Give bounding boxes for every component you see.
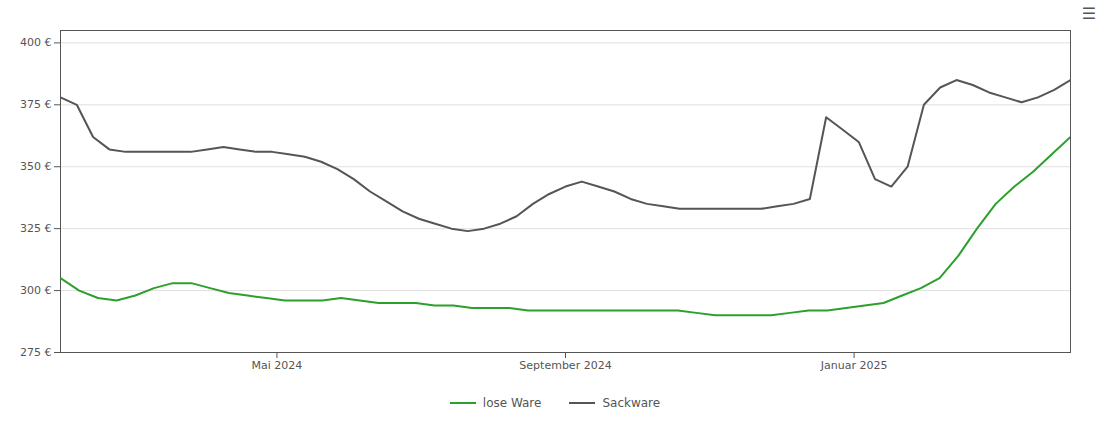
svg-text:375 €: 375 € [20, 98, 52, 111]
svg-text:300 €: 300 € [20, 284, 52, 297]
svg-text:September 2024: September 2024 [519, 359, 611, 372]
svg-text:325 €: 325 € [20, 222, 52, 235]
html-text:lose Ware: lose Ware [482, 396, 542, 410]
svg-text:275 €: 275 € [20, 346, 52, 359]
svg-text:350 €: 350 € [20, 160, 52, 173]
html-text:Sackware: Sackware [602, 396, 661, 410]
svg-text:Januar 2025: Januar 2025 [820, 359, 888, 372]
svg-text:400 €: 400 € [20, 36, 52, 49]
svg-text:Mai 2024: Mai 2024 [252, 359, 303, 372]
